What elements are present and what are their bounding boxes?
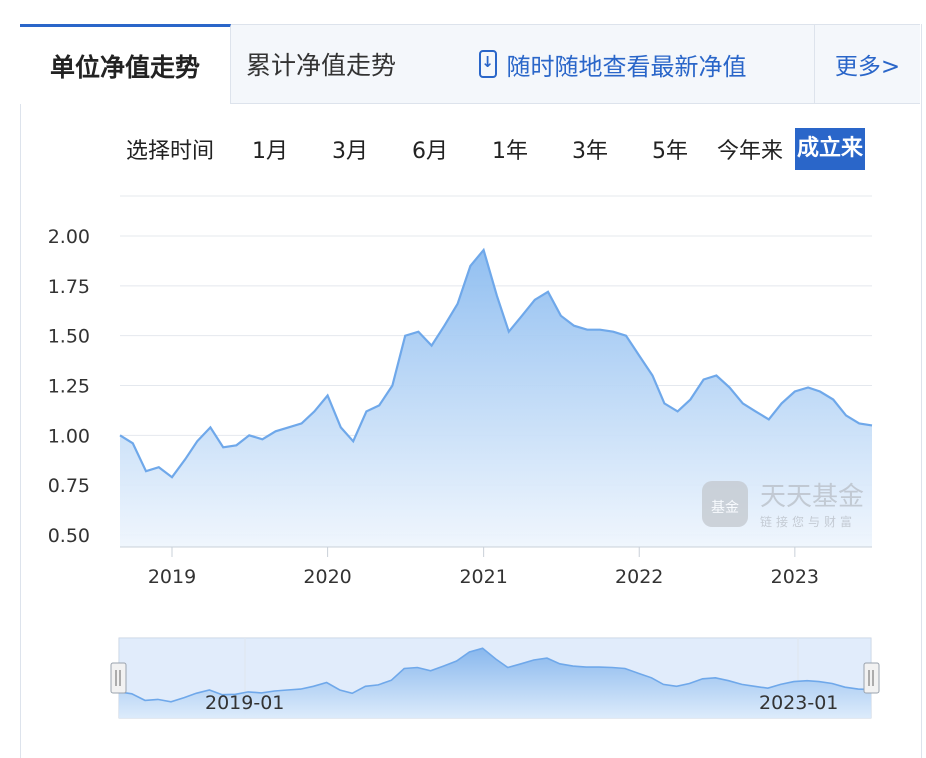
navigator-right-handle[interactable] — [863, 662, 880, 694]
range-ytd[interactable]: 今年来 — [716, 139, 783, 164]
y-tick-label: 1.75 — [48, 276, 90, 298]
range-navigator[interactable]: 2019-01 2023-01 — [110, 637, 880, 719]
series-line — [119, 247, 873, 479]
more-link[interactable]: 更多> — [814, 24, 920, 104]
y-tick-label: 2.00 — [48, 226, 90, 248]
y-tick-label: 0.50 — [48, 525, 90, 547]
range-3y[interactable]: 3年 — [572, 139, 608, 164]
navigator-end-label: 2023-01 — [759, 692, 838, 714]
watermark-slogan: 链接您与财富 — [760, 514, 856, 529]
y-tick-label: 1.25 — [48, 376, 90, 398]
phone-download-icon — [478, 50, 497, 78]
y-tick-label: 1.00 — [48, 425, 90, 447]
range-5y[interactable]: 5年 — [652, 139, 688, 164]
time-range-label: 选择时间 — [125, 139, 214, 164]
navigator-area — [119, 648, 871, 718]
tab-unit-nav[interactable]: 单位净值走势 — [20, 24, 231, 104]
x-tick-label: 2021 — [459, 566, 507, 588]
watermark-logo — [702, 481, 748, 527]
y-tick-label: 0.75 — [48, 475, 90, 497]
navigator-left-handle[interactable] — [110, 662, 127, 694]
watermark: 基金 天天基金 链接您与财富 — [702, 481, 864, 529]
watermark-logo-text: 基金 — [711, 499, 739, 516]
x-tick-label: 2023 — [771, 566, 819, 588]
tab-bar: 单位净值走势 累计净值走势 随时随地查看最新净值 更多> — [20, 24, 920, 104]
range-since-inception[interactable]: 成立来 — [795, 128, 865, 170]
range-6m[interactable]: 6月 — [412, 139, 448, 164]
range-1m[interactable]: 1月 — [252, 139, 288, 164]
range-3m[interactable]: 3月 — [332, 139, 368, 164]
y-tick-label: 1.50 — [48, 326, 90, 348]
y-axis: 0.50 0.75 1.00 1.25 1.50 1.75 2.00 — [48, 226, 90, 547]
range-1y[interactable]: 1年 — [492, 139, 528, 164]
navigator-line — [118, 647, 872, 703]
series-area — [120, 250, 872, 547]
x-tick-label: 2019 — [148, 566, 196, 588]
x-tick-label: 2020 — [303, 566, 351, 588]
navigator-start-label: 2019-01 — [205, 692, 284, 714]
tab-cumulative-nav[interactable]: 累计净值走势 — [231, 24, 411, 104]
app-promo-link[interactable]: 随时随地查看最新净值 — [411, 24, 814, 104]
time-range-selector: 选择时间 1月 3月 6月 1年 3年 5年 今年来 成立来 — [110, 128, 865, 170]
x-tick-label: 2022 — [615, 566, 663, 588]
app-promo-label: 随时随地查看最新净值 — [506, 52, 747, 81]
x-axis: 2019 2020 2021 2022 2023 — [148, 547, 819, 588]
watermark-name: 天天基金 — [760, 482, 864, 512]
